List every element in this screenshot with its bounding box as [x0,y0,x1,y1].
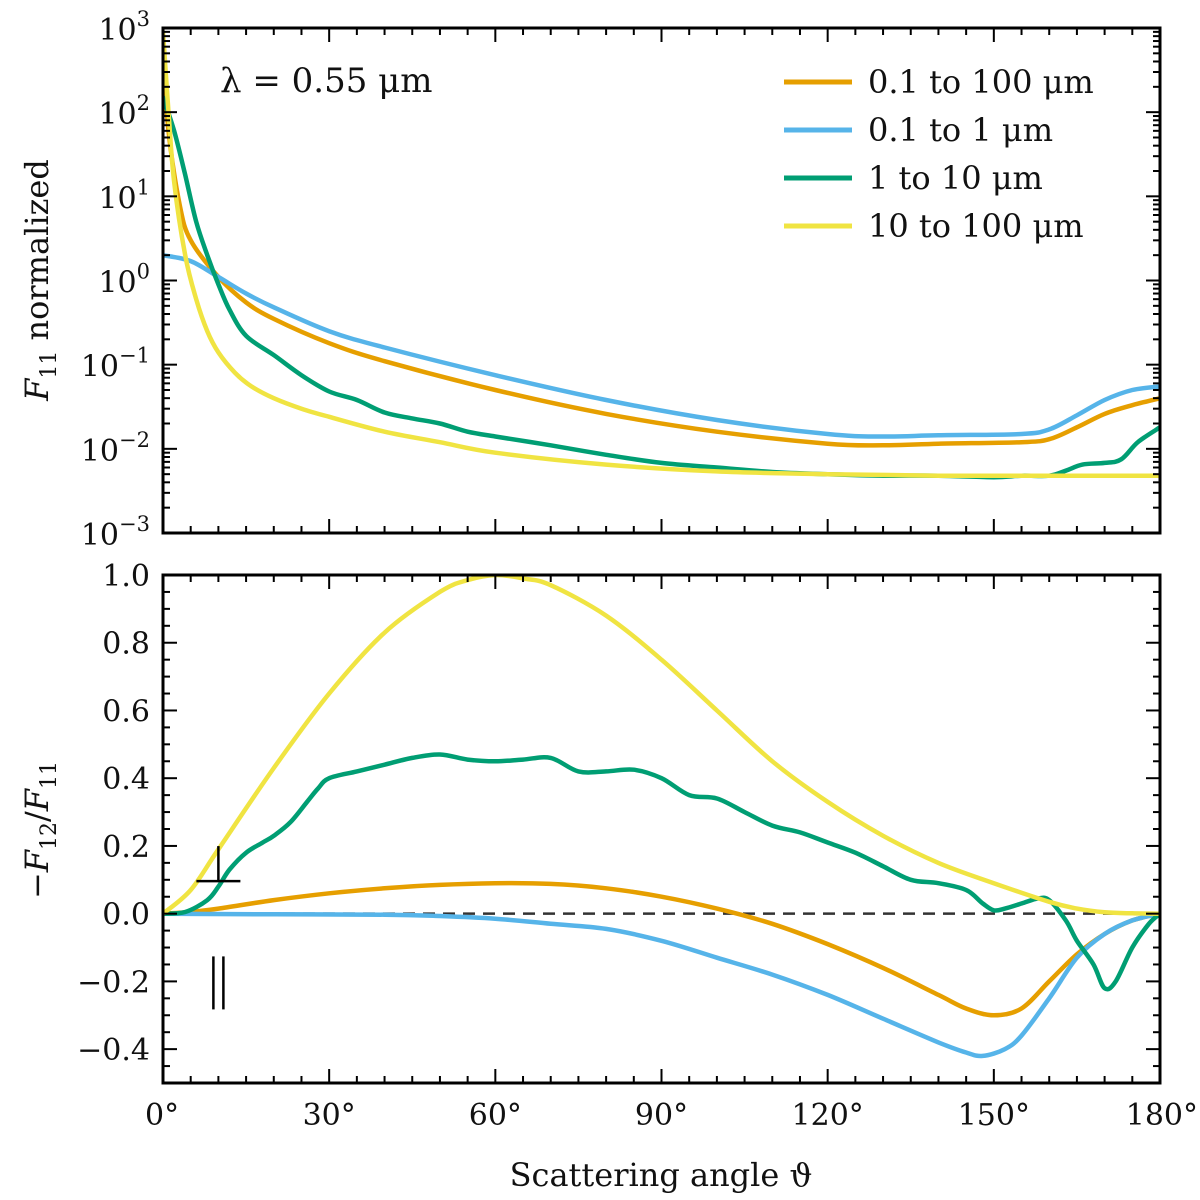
polarization-y-tick-label: −0.2 [77,965,150,1000]
legend: 0.1 to 100 μm 0.1 to 1 μm 1 to 10 μm 10 to … [784,63,1094,245]
x-tick-label: 60° [469,1098,522,1133]
f11-y-tick-label: 10−1 [81,344,150,385]
f11-y-tick-label: 101 [98,175,150,216]
f11-y-tick-label: 10−3 [81,512,150,553]
polarization-y-axis-label: −F12/F11 [18,761,62,899]
x-axis-label: Scattering angle ϑ [510,1156,813,1194]
f11-panel: 103 102 101 100 10−1 10−2 10−3 λ = 0.55 μm 0.1… [18,7,1162,553]
polarization-y-tick-label: 1.0 [102,559,150,594]
parallel-marker: || [212,956,225,1010]
f11-line-1-to-10-um [163,95,1160,480]
polarization-y-tick-label: 0.0 [102,898,150,933]
legend-label-0-1-to-100-um: 0.1 to 100 μm [868,63,1094,101]
perpendicular-marker: ⊥ [196,846,241,883]
polarization-y-tick-label: 0.4 [102,762,150,797]
x-tick-label: 0° [145,1098,179,1133]
polarization-y-tick-label: −0.4 [77,1033,150,1068]
polarization-ticks: 1.0 0.8 0.6 0.4 0.2 0.0 −0.2 −0.4 0° 30° 60° 90° 120… [77,559,1198,1133]
x-tick-label: 30° [303,1098,356,1133]
x-tick-label: 180° [1126,1098,1198,1133]
polarization-y-tick-label: 0.2 [102,830,150,865]
polarization-panel: 1.0 0.8 0.6 0.4 0.2 0.0 −0.2 −0.4 0° 30° 60° 90° 120… [18,559,1198,1194]
polarization-y-tick-label: 0.8 [102,627,150,662]
polarization-y-tick-label: 0.6 [102,694,150,729]
x-tick-label: 150° [958,1098,1030,1133]
f11-y-tick-label: 100 [98,260,150,301]
wavelength-annotation: λ = 0.55 μm [220,61,433,101]
polarization-series-group [163,575,1160,1059]
f11-line-0-1-to-100-um [163,51,1160,448]
polarization-line-10-to-100-um [163,575,1160,916]
f11-y-tick-label: 10−2 [81,428,150,469]
f11-line-0-1-to-1-um [163,252,1160,439]
x-tick-label: 120° [792,1098,864,1133]
x-tick-label: 90° [635,1098,688,1133]
legend-label-0-1-to-1-um: 0.1 to 1 μm [868,111,1053,149]
polarization-plot-frame [161,573,1162,1085]
f11-y-axis-label: F11 normalized [18,159,62,402]
f11-y-tick-label: 102 [98,91,150,132]
f11-y-tick-label: 103 [98,7,150,48]
f11-line-10-to-100-um [163,29,1160,479]
polarization-line-1-to-10-um [163,752,1160,992]
f11-plot-frame [161,26,1162,535]
polarization-line-0-1-to-1-um [163,911,1160,1059]
legend-label-10-to-100-um: 10 to 100 μm [868,207,1084,245]
legend-label-1-to-10-um: 1 to 10 μm [868,159,1043,197]
f11-series-group [163,29,1160,480]
polarization-line-0-1-to-100-um [163,880,1160,1018]
